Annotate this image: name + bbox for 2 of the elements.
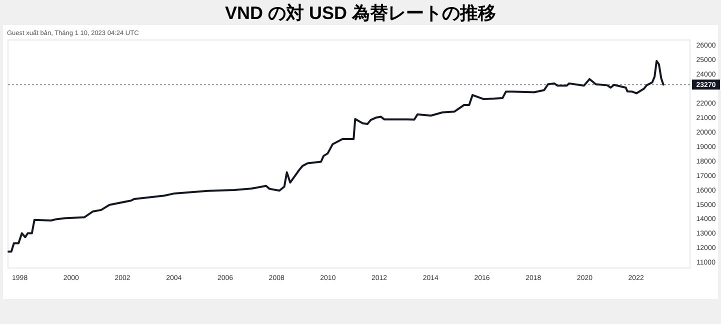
chart-title: VND の対 USD 為替レートの推移 xyxy=(224,3,496,23)
line-series xyxy=(8,60,664,253)
